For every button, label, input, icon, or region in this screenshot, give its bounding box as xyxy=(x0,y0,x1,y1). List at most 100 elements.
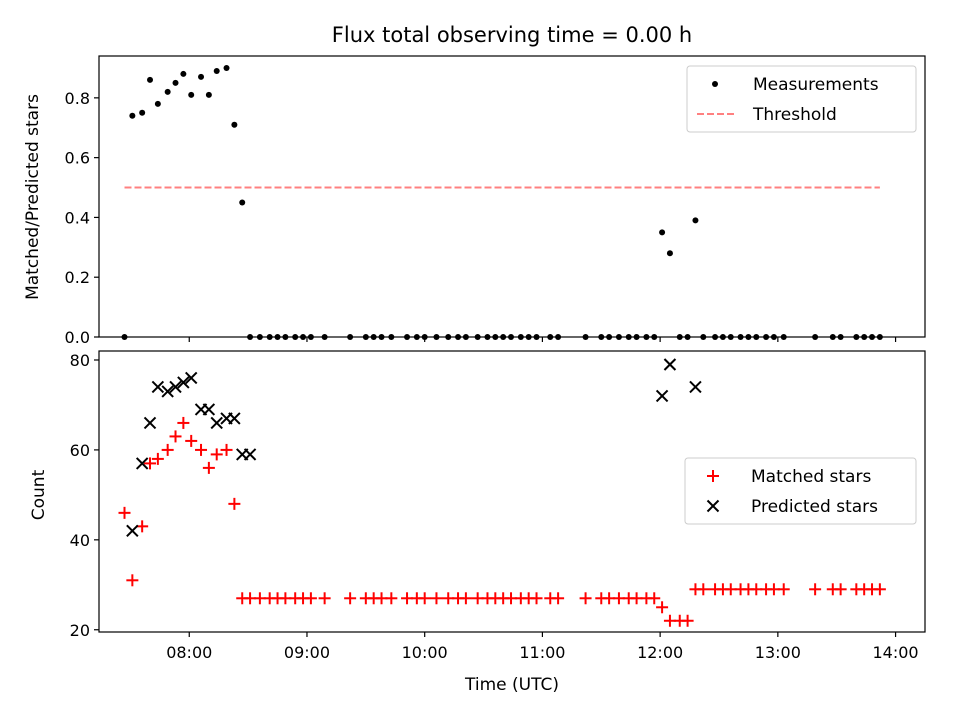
plot-frame xyxy=(98,350,926,633)
x-tick-label: 10:00 xyxy=(402,643,448,662)
x-tick-label: 08:00 xyxy=(166,643,212,662)
x-tick-label: 11:00 xyxy=(519,643,565,662)
data-point xyxy=(228,497,241,510)
y-tick-label: 0.2 xyxy=(65,268,90,287)
marker-stroke xyxy=(126,524,139,538)
marker-stroke xyxy=(202,403,216,416)
marker-stroke xyxy=(161,385,174,398)
legend-marker xyxy=(707,470,719,482)
bottom-panel: 20 40 60 80 08:00 09:00 10:00 11:00 12:00 13:00 14… xyxy=(70,350,926,662)
data-point xyxy=(205,91,212,98)
x-tick-label: 13:00 xyxy=(755,643,801,662)
data-point xyxy=(180,70,187,77)
data-point xyxy=(243,448,257,461)
top-panel: 0.0 0.2 0.4 0.6 0.8 Measurements Threshold xyxy=(65,55,926,347)
data-point xyxy=(151,452,164,465)
data-point xyxy=(228,412,241,425)
data-point xyxy=(202,461,215,474)
data-point xyxy=(188,91,195,98)
data-point xyxy=(220,443,233,456)
y-tick-label: 60 xyxy=(70,441,90,460)
data-point xyxy=(239,199,246,206)
data-point xyxy=(185,434,198,447)
x-tick-label: 12:00 xyxy=(637,643,683,662)
data-point xyxy=(129,112,136,119)
data-point xyxy=(809,583,822,596)
plot-frame xyxy=(98,55,926,338)
marker-stroke xyxy=(169,380,182,394)
data-point xyxy=(195,443,208,456)
data-point xyxy=(656,601,669,614)
y-tick-label: 80 xyxy=(70,351,90,370)
legend-box xyxy=(684,457,917,525)
data-point xyxy=(118,506,131,519)
series-matched-stars xyxy=(118,416,886,627)
data-point xyxy=(151,380,165,394)
bottom-y-axis-label: Count xyxy=(29,469,49,520)
series-predicted-stars xyxy=(126,358,702,538)
data-point xyxy=(231,121,238,128)
legend-box xyxy=(686,65,917,133)
legend-label: Predicted stars xyxy=(751,497,878,517)
marker-stroke xyxy=(228,412,241,425)
y-tick-label: 40 xyxy=(70,531,90,550)
data-point xyxy=(692,217,699,224)
data-point xyxy=(210,416,223,430)
y-tick-label: 0.8 xyxy=(65,89,90,108)
data-point xyxy=(177,376,190,389)
marker-stroke xyxy=(177,376,190,389)
data-point xyxy=(172,79,179,86)
data-point xyxy=(177,416,190,429)
marker-stroke xyxy=(689,380,702,394)
legend: Matched stars Predicted stars xyxy=(684,457,917,525)
data-point xyxy=(185,371,198,385)
marker-stroke xyxy=(655,389,669,403)
data-point xyxy=(344,592,357,605)
data-point xyxy=(135,457,149,470)
marker-stroke xyxy=(663,358,677,371)
data-point xyxy=(655,389,669,403)
data-point xyxy=(198,73,205,80)
x-tick-label: 09:00 xyxy=(284,643,330,662)
top-y-axis-label: Matched/Predicted stars xyxy=(23,94,43,300)
data-point xyxy=(161,443,174,456)
data-point xyxy=(304,592,317,605)
data-point xyxy=(418,592,431,605)
data-point xyxy=(223,64,230,71)
marker-stroke xyxy=(210,416,223,430)
data-point xyxy=(681,614,694,627)
data-point xyxy=(202,403,216,416)
data-point xyxy=(689,380,702,394)
x-tick-label: 14:00 xyxy=(873,643,919,662)
data-point xyxy=(697,583,710,596)
data-point xyxy=(164,88,171,95)
data-point xyxy=(161,385,174,398)
data-point xyxy=(552,592,565,605)
data-point xyxy=(169,380,182,394)
data-point xyxy=(385,592,398,605)
data-point xyxy=(143,416,157,430)
data-point xyxy=(777,583,790,596)
data-point xyxy=(579,592,592,605)
marker-stroke xyxy=(143,416,157,430)
y-tick-label: 20 xyxy=(70,621,90,640)
data-point xyxy=(873,583,886,596)
x-axis-label: Time (UTC) xyxy=(464,675,559,695)
data-point xyxy=(318,592,331,605)
legend-label: Matched stars xyxy=(751,467,871,487)
data-point xyxy=(663,358,677,371)
data-point xyxy=(666,250,673,257)
data-point xyxy=(213,67,220,74)
marker-stroke xyxy=(706,499,720,513)
data-point xyxy=(530,592,543,605)
marker-stroke xyxy=(185,371,198,385)
legend-marker xyxy=(712,81,718,87)
data-point xyxy=(834,583,847,596)
data-point xyxy=(210,448,223,461)
marker-stroke xyxy=(151,380,165,394)
data-point xyxy=(144,457,157,470)
data-point xyxy=(169,430,182,443)
y-tick-label: 0.0 xyxy=(65,328,90,347)
data-point xyxy=(154,100,161,107)
